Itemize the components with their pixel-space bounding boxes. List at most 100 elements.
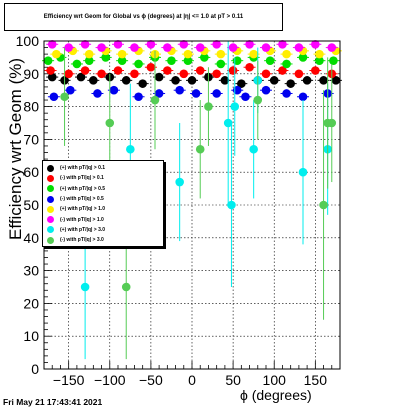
data-point xyxy=(232,85,242,95)
data-point xyxy=(191,89,201,98)
data-point xyxy=(43,56,53,65)
data-point xyxy=(294,69,304,79)
data-point xyxy=(130,43,139,52)
legend-marker xyxy=(47,195,54,203)
data-point xyxy=(117,49,127,59)
data-point xyxy=(216,59,226,69)
data-point xyxy=(72,59,82,69)
data-point xyxy=(278,39,287,49)
data-point xyxy=(105,118,115,128)
data-point xyxy=(331,76,341,85)
data-point xyxy=(319,76,328,85)
timestamp: Fri May 21 17:43:41 2021 xyxy=(3,397,103,407)
data-point xyxy=(60,92,69,102)
data-point xyxy=(89,76,98,85)
data-point xyxy=(146,62,156,72)
data-point xyxy=(175,177,184,187)
x-tick-label: −50 xyxy=(139,372,163,388)
data-point xyxy=(311,66,320,75)
data-point xyxy=(230,102,240,111)
data-point xyxy=(298,167,308,177)
data-point xyxy=(150,95,160,105)
data-point xyxy=(113,39,123,49)
data-point xyxy=(311,39,320,49)
legend-marker xyxy=(47,226,54,234)
data-point xyxy=(130,69,139,79)
data-point xyxy=(298,53,308,62)
y-tick-label: 30 xyxy=(23,263,39,279)
data-point xyxy=(179,39,189,49)
data-point xyxy=(47,72,57,82)
x-tick-label: 150 xyxy=(304,372,328,388)
data-point xyxy=(227,200,236,210)
x-axis-label: ϕ (degrees) xyxy=(240,387,312,403)
y-tick-label: 70 xyxy=(23,131,39,147)
data-point xyxy=(282,49,291,59)
data-point xyxy=(245,62,254,72)
legend-marker xyxy=(47,205,54,213)
data-point xyxy=(286,79,295,88)
data-point xyxy=(212,69,221,79)
data-point xyxy=(109,85,119,95)
legend-marker xyxy=(47,164,54,172)
y-tick-label: 60 xyxy=(23,164,39,180)
data-point xyxy=(126,144,135,154)
data-point xyxy=(315,49,324,59)
data-point xyxy=(228,66,238,75)
data-point xyxy=(121,282,131,292)
data-point xyxy=(97,43,106,52)
data-point xyxy=(249,144,258,154)
legend-label: (-) with pT/|q| > 0.1 xyxy=(60,175,104,182)
chart-title-box: Efficiency wrt Geom for Global vs ϕ (deg… xyxy=(4,3,283,31)
data-point xyxy=(253,95,263,105)
data-point xyxy=(154,72,164,82)
data-point xyxy=(319,200,328,210)
legend-label: (+) with pT/|q| > 0.1 xyxy=(60,165,106,172)
data-point xyxy=(261,69,271,79)
data-point xyxy=(302,76,312,85)
x-tick-label: −150 xyxy=(53,372,85,388)
data-point xyxy=(66,85,75,95)
legend-entry: (+) with pT/|q| > 0.5 xyxy=(47,184,161,194)
chart-legend: (+) with pT/|q| > 0.1 (-) with pT/|q| > 0… xyxy=(42,160,164,247)
y-tick-label: 10 xyxy=(23,328,39,344)
data-point xyxy=(223,118,233,128)
legend-label: (+) with pT/|q| > 0.5 xyxy=(60,185,106,192)
data-point xyxy=(216,49,226,59)
data-point xyxy=(195,144,205,154)
x-tick-label: 0 xyxy=(188,372,196,388)
x-tick-label: 100 xyxy=(263,372,287,388)
data-point xyxy=(282,59,291,69)
data-point xyxy=(200,53,209,62)
data-point xyxy=(84,56,94,65)
data-point xyxy=(241,92,250,102)
data-point xyxy=(195,66,205,75)
data-point xyxy=(52,49,61,59)
data-point xyxy=(183,56,193,65)
data-point xyxy=(64,43,73,52)
y-tick-label: 80 xyxy=(23,99,39,115)
data-point xyxy=(179,69,189,79)
data-point xyxy=(228,43,238,52)
data-point xyxy=(315,56,324,65)
data-point xyxy=(245,39,254,49)
data-point xyxy=(171,76,180,85)
data-point xyxy=(187,76,197,85)
data-point xyxy=(232,56,242,65)
data-point xyxy=(329,56,338,65)
data-point xyxy=(84,49,94,59)
chart-title: Efficiency wrt Geom for Global vs ϕ (deg… xyxy=(43,14,244,20)
y-axis-label: Efficiency wrt Geom (%) xyxy=(6,57,25,240)
data-point xyxy=(220,76,230,85)
data-point xyxy=(294,43,304,52)
data-point xyxy=(154,89,164,98)
data-point xyxy=(175,85,184,95)
data-point xyxy=(204,102,213,111)
legend-entry: (-) with pT/|q| > 0.5 xyxy=(47,194,161,204)
x-tick-label: 50 xyxy=(225,372,241,388)
data-point xyxy=(113,66,123,75)
data-point xyxy=(195,43,205,52)
data-point xyxy=(183,49,193,59)
data-point xyxy=(76,72,86,82)
